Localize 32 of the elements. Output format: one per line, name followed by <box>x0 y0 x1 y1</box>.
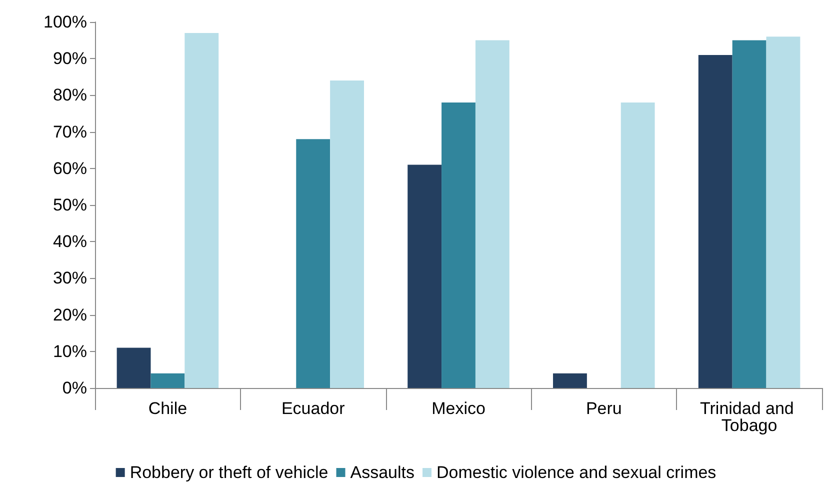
bar <box>184 32 219 388</box>
bar <box>475 40 510 388</box>
y-tick-label: 30% <box>52 268 87 288</box>
bar <box>698 54 732 388</box>
y-tick-label: 70% <box>52 122 87 142</box>
bar <box>553 373 587 388</box>
x-tick-label: Peru <box>586 399 622 418</box>
x-tick-label: Mexico <box>432 399 486 418</box>
y-tick-label: 10% <box>52 342 87 361</box>
y-tick-label: 20% <box>52 305 87 324</box>
y-tick-label: 100% <box>44 12 87 32</box>
legend-label: Robbery or theft of vehicle <box>130 463 328 482</box>
bar <box>116 348 151 388</box>
bar <box>620 102 655 388</box>
legend-label: Assaults <box>350 463 415 482</box>
y-tick-label: 0% <box>62 378 87 398</box>
y-tick-label: 80% <box>52 86 87 105</box>
bar <box>766 36 800 388</box>
x-tick-label: Chile <box>148 399 188 418</box>
x-tick-label: Ecuador <box>281 399 346 418</box>
x-tick-label: Trinidad and Tobago <box>700 399 799 435</box>
bar <box>408 164 442 388</box>
bar <box>732 40 766 388</box>
bar <box>330 80 364 388</box>
y-tick-label: 90% <box>52 49 87 68</box>
y-tick-label: 50% <box>52 196 87 214</box>
y-tick-label: 60% <box>52 158 87 178</box>
bar <box>442 102 476 388</box>
bar <box>296 139 330 388</box>
legend-label: Domestic violence and sexual crimes <box>436 463 716 482</box>
bar <box>150 373 185 388</box>
y-tick-label: 40% <box>52 232 87 252</box>
